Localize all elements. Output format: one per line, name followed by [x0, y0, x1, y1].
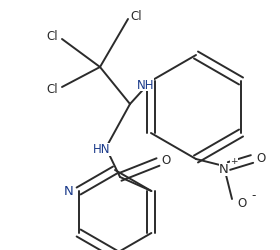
Text: Cl: Cl — [130, 10, 142, 22]
Text: HN: HN — [93, 143, 111, 156]
Text: N: N — [219, 163, 229, 176]
Text: O: O — [237, 197, 247, 210]
Text: Cl: Cl — [46, 83, 58, 96]
Text: O: O — [161, 154, 171, 167]
Text: +: + — [230, 157, 238, 166]
Text: NH: NH — [137, 79, 154, 92]
Text: -: - — [252, 189, 256, 202]
Text: O: O — [256, 152, 266, 165]
Text: Cl: Cl — [46, 30, 58, 42]
Text: N: N — [64, 185, 74, 198]
